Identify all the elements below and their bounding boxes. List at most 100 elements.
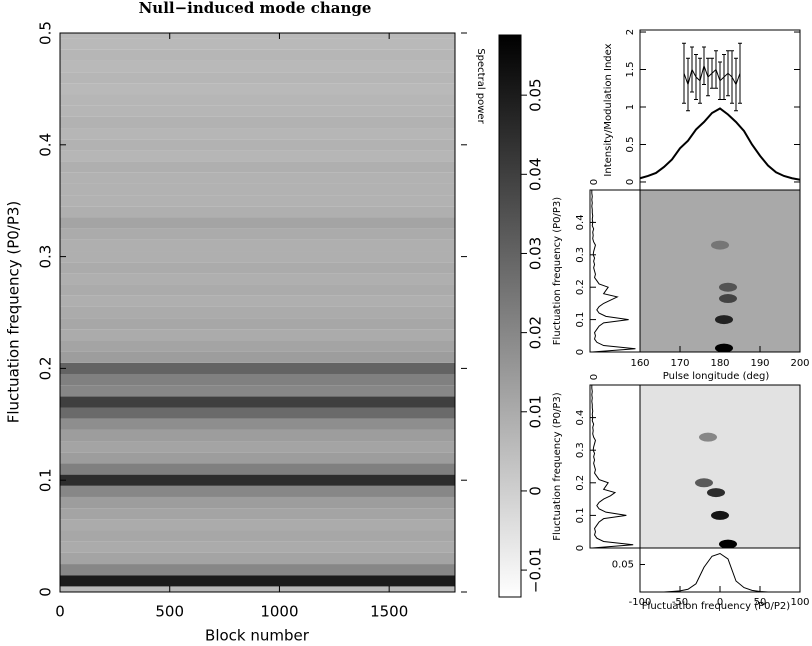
y-axis-label: Fluctuation frequency (P0/P3) [552,197,563,345]
x-tick-label: 100 [790,597,809,608]
y-axis-label: Fluctuation frequency (P0/P3) [5,201,23,424]
y-tick-label: 0.02 [527,316,545,349]
frame [59,32,456,593]
error-bar [722,54,726,101]
heatmap-row [60,150,455,162]
y-axis-label: Intensity/Modulation Index [603,43,614,176]
frame [589,384,641,549]
heatmap-row [60,362,455,374]
error-bar [702,46,706,86]
heatmap-row [60,373,455,386]
colorbar [498,34,522,598]
spot [695,478,713,488]
error-bar [734,57,738,112]
heatmap-row [60,441,455,453]
x-tick-label: 180 [710,358,729,369]
heatmap-row [60,508,455,520]
heatmap-row [60,385,455,397]
chart-title: Null−induced mode change [139,0,372,17]
heatmap-row [60,183,455,196]
error-bar [738,42,742,104]
y-tick-label: 0.2 [37,356,55,380]
x-tick-label: 170 [670,358,689,369]
y-tick-label: 0 [575,545,586,551]
y-tick-label: 0.5 [37,21,55,45]
y-tick-label: 0.01 [527,395,545,428]
y-tick-label: 0.05 [612,560,634,571]
frame [589,189,641,353]
heatmap-row [60,407,455,419]
x-tick-label: -50 [672,597,688,608]
y-tick-label: 0.1 [575,312,586,328]
x-tick-label: -100 [629,597,652,608]
y-tick-label: 1 [625,104,636,110]
spot [715,343,733,352]
heatmap-row [60,195,455,207]
heatmap-row [60,217,455,229]
y-tick-label: 0.3 [575,247,586,263]
x-tick-label: 0 [717,597,723,608]
side-spectrum [591,385,634,549]
image-background [640,190,800,352]
error-bar [718,61,722,101]
image-background [640,385,800,548]
spot [715,315,733,325]
y-tick-label: 0.03 [527,237,545,270]
heatmap-row [60,172,455,184]
heatmap-row [60,351,455,363]
x-tick-label: 200 [790,358,809,369]
error-bar [730,50,734,104]
spot [711,240,729,250]
heatmap [60,33,455,592]
heatmap-row [60,251,455,263]
heatmap-row [60,586,455,592]
heatmap-row [60,463,455,475]
y-tick-label: 0.5 [625,137,636,153]
spot [699,432,717,442]
heatmap-row [60,105,455,117]
heatmap-row [60,496,455,509]
heatmap-row [60,206,455,218]
heatmap-row [60,519,455,531]
y-tick-label: 0.2 [575,279,586,295]
y-tick-label: 0.4 [575,410,586,426]
error-bar [706,57,710,97]
spot [707,488,725,498]
heatmap-row [60,396,455,408]
x-tick-label: 1500 [370,603,408,621]
spots [711,240,737,352]
x-axis-label: Fluctuation frequency (P0/P2) [642,601,790,612]
error-bar [726,50,730,97]
error-bar [690,46,694,93]
heatmap-row [60,340,455,352]
y-tick-label: 0.3 [37,245,55,269]
spot [719,294,737,304]
y-tick-label: 0.05 [527,78,545,111]
heatmap-row [60,139,455,151]
y-tick-label: 0.4 [37,133,55,157]
heatmap-row [60,284,455,296]
x-tick-label: 190 [750,358,769,369]
error-bar [694,54,698,101]
heatmap-row [60,239,455,252]
spots [695,432,737,548]
heatmap-row [60,128,455,140]
x-axis-label: Pulse longitude (deg) [663,371,770,382]
y-tick-label: 0 [37,587,55,597]
heatmap-row [60,552,455,565]
side-x-tick-label: 0 [589,179,600,185]
x-tick-label: 160 [630,358,649,369]
heatmap-row [60,306,455,319]
y-tick-label: 0.3 [575,442,586,458]
heatmap-row [60,38,455,50]
error-bar [710,57,714,89]
heatmap-row [60,60,455,73]
heatmap-row [60,228,455,240]
heatmap-row [60,318,455,330]
y-tick-label: 0.4 [575,214,586,230]
heatmap-row [60,485,455,497]
spot [719,282,737,292]
heatmap-row [60,429,455,442]
heatmap-row [60,329,455,341]
